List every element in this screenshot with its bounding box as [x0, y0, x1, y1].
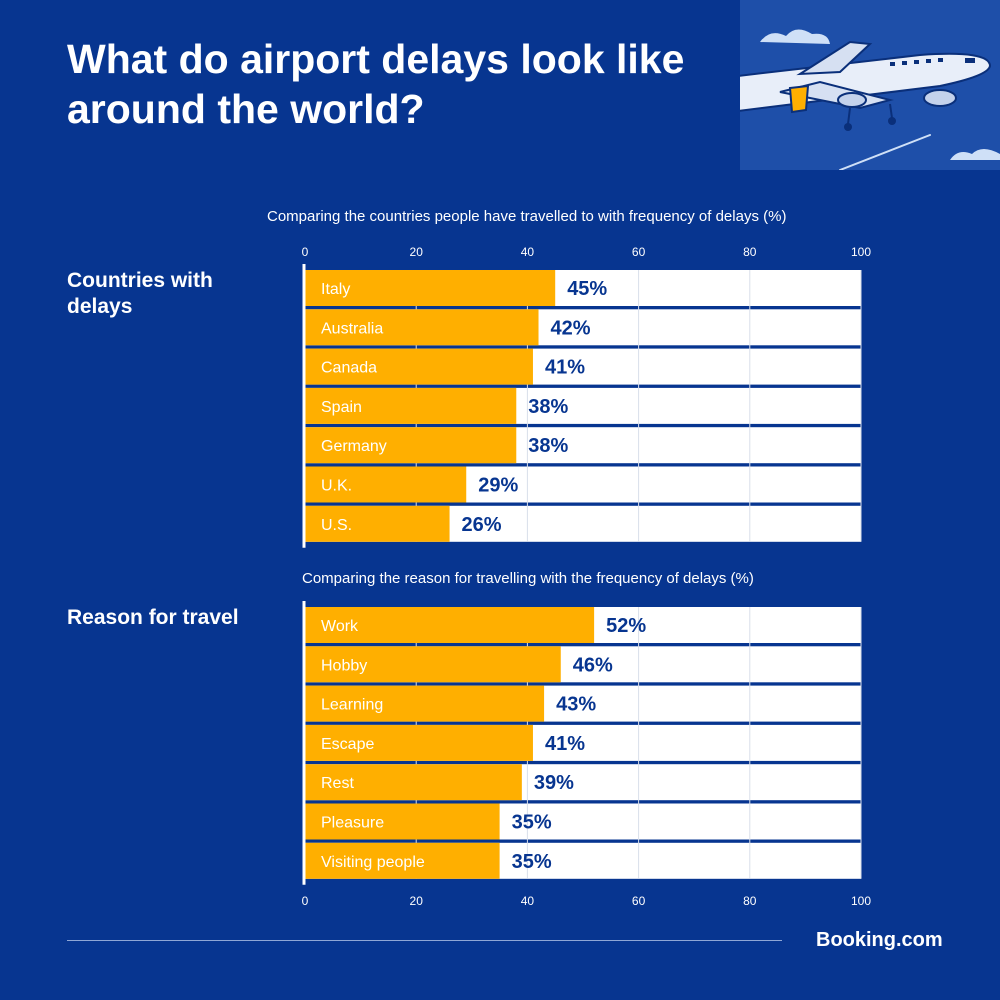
tick-label: 20: [410, 245, 424, 259]
bar: [305, 842, 500, 879]
page-title: What do airport delays look like around …: [67, 36, 685, 132]
tick-label: 100: [851, 245, 871, 259]
airplane-illustration: [740, 0, 1000, 170]
bar: [305, 505, 450, 542]
category-label: Spain: [321, 399, 362, 416]
category-label: Escape: [321, 736, 374, 753]
category-label: Germany: [321, 438, 387, 455]
data-label: 35%: [512, 812, 552, 834]
data-label: 45%: [567, 278, 607, 300]
data-label: 35%: [512, 851, 552, 873]
bar: [305, 427, 517, 464]
bar: [305, 387, 517, 424]
data-label: 42%: [551, 317, 591, 339]
tick-label: 60: [632, 894, 646, 908]
bar: [305, 803, 500, 840]
tick-label: 100: [851, 894, 871, 908]
data-label: 41%: [545, 357, 585, 379]
tick-label: 0: [302, 894, 309, 908]
category-label: Italy: [321, 281, 350, 298]
data-label: 38%: [528, 435, 568, 457]
data-label: 26%: [462, 514, 502, 536]
category-label: Visiting people: [321, 854, 425, 871]
footer-divider: [67, 940, 782, 941]
bar: [305, 724, 533, 761]
bar: [305, 466, 467, 503]
tick-label: 60: [632, 245, 646, 259]
data-label: 39%: [534, 772, 574, 794]
tick-label: 0: [302, 245, 309, 259]
chart-subtitle-reasons: Comparing the reason for travelling with…: [302, 570, 754, 587]
category-label: Work: [321, 618, 359, 635]
category-label: Hobby: [321, 657, 367, 674]
brand-logo: Booking.com: [816, 929, 943, 951]
bar: [305, 309, 539, 346]
bar: [305, 348, 533, 385]
bar: [305, 646, 561, 683]
data-label: 29%: [478, 475, 518, 497]
bar: [305, 270, 556, 306]
category-label: Canada: [321, 360, 377, 377]
category-label: Australia: [321, 320, 383, 337]
section-label-countries: Countries with delays: [67, 269, 213, 318]
bar: [305, 685, 545, 722]
bar: [305, 764, 522, 801]
category-label: Rest: [321, 775, 354, 792]
tick-label: 20: [410, 894, 424, 908]
chart-subtitle-countries: Comparing the countries people have trav…: [267, 208, 787, 225]
category-label: Pleasure: [321, 815, 384, 832]
data-label: 43%: [556, 694, 596, 716]
data-label: 38%: [528, 396, 568, 418]
section-label-reasons: Reason for travel: [67, 606, 239, 629]
data-label: 41%: [545, 733, 585, 755]
category-label: U.S.: [321, 517, 352, 534]
data-label: 46%: [573, 654, 613, 676]
category-label: Learning: [321, 697, 383, 714]
data-label: 52%: [606, 615, 646, 637]
tick-label: 80: [743, 894, 757, 908]
bar: [305, 607, 595, 643]
tick-label: 80: [743, 245, 757, 259]
tick-label: 40: [521, 894, 535, 908]
category-label: U.K.: [321, 478, 352, 495]
tick-label: 40: [521, 245, 535, 259]
airplane-icon: [740, 29, 1000, 170]
